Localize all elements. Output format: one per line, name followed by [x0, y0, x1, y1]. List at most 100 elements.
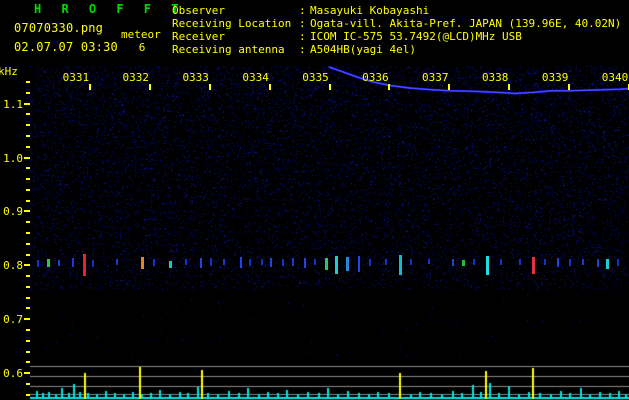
y-tick-minor — [26, 275, 30, 278]
metadata-separator: : — [299, 4, 306, 17]
observation-metadata: Observer: Masayuki Kobayashi Receiving Loc… — [172, 4, 621, 56]
x-tick-mark — [148, 84, 151, 90]
meteor-echo — [153, 258, 156, 266]
y-tick-minor — [26, 328, 30, 331]
y-tick-minor — [26, 339, 30, 342]
metadata-row: Receiving Location: Ogata-vill. Akita-Pre… — [172, 17, 621, 30]
metadata-value: Masayuki Kobayashi — [310, 4, 430, 17]
y-tick-minor — [26, 307, 30, 310]
meteor-echo — [557, 258, 560, 268]
meteor-echo — [37, 259, 40, 267]
meteor-echo — [115, 259, 118, 266]
meteor-echo — [518, 259, 521, 266]
metadata-key: Receiving antenna — [172, 43, 285, 56]
x-tick-mark — [268, 84, 271, 90]
y-axis: kHz 1.1 1.0 0.9 0.8 0.7 0.6 — [0, 66, 30, 400]
metadata-key: Observer — [172, 4, 225, 17]
y-tick-label: 0.8 — [3, 259, 23, 273]
x-tick-mark — [508, 84, 511, 90]
filename-label: 07070330.png — [14, 21, 104, 35]
y-tick-minor — [26, 253, 30, 256]
meteor-echo — [261, 259, 264, 266]
y-tick-minor — [26, 382, 30, 385]
meteor-echo — [239, 257, 242, 269]
meteor-echo — [82, 254, 86, 277]
y-tick-minor — [26, 91, 30, 94]
y-tick-label: 0.6 — [3, 367, 23, 381]
meteor-echo — [281, 258, 284, 266]
meteor-echo — [569, 258, 572, 266]
meteor-echo — [200, 257, 203, 268]
y-tick-major — [24, 156, 30, 159]
metadata-row: Receiver: ICOM IC-575 53.7492(@LCD)MHz US… — [172, 30, 621, 43]
meteor-echo — [499, 259, 502, 266]
x-tick-label: 0339 — [541, 71, 569, 84]
meteor-echo — [313, 258, 316, 265]
meteor-echo — [398, 255, 402, 276]
y-tick-minor — [26, 361, 30, 364]
x-tick-mark — [88, 84, 91, 90]
meteor-count-label: meteor — [121, 28, 161, 41]
x-tick-mark — [448, 84, 451, 90]
y-tick-minor — [26, 199, 30, 202]
meteor-echo — [57, 260, 60, 267]
meteor-echo — [369, 258, 372, 266]
metadata-key: Receiver — [172, 30, 225, 43]
meteor-echo — [168, 261, 172, 269]
y-tick-minor — [26, 145, 30, 148]
meteor-echo — [249, 258, 252, 266]
metadata-separator: : — [299, 43, 306, 56]
y-tick-label: 0.9 — [3, 205, 23, 219]
meteor-echo — [596, 258, 599, 267]
x-tick-mark — [568, 84, 571, 90]
amplitude-panel[interactable] — [30, 356, 629, 400]
y-tick-minor — [26, 393, 30, 396]
meteor-echo — [606, 258, 610, 269]
y-tick-minor — [26, 81, 30, 84]
y-tick-label: 1.0 — [3, 151, 23, 165]
y-tick-minor — [26, 242, 30, 245]
y-tick-minor — [26, 135, 30, 138]
y-axis-unit-label: kHz — [0, 65, 18, 78]
meteor-echo — [543, 259, 546, 266]
meteor-echo — [486, 255, 490, 275]
meteor-echo — [92, 259, 95, 267]
metadata-value: ICOM IC-575 53.7492(@LCD)MHz USB — [310, 30, 522, 43]
meteor-echo — [358, 256, 361, 273]
meteor-echo — [617, 258, 620, 266]
y-tick-minor — [26, 178, 30, 181]
y-tick-minor — [26, 113, 30, 116]
x-tick-label: 0336 — [362, 71, 389, 84]
meteor-echo — [582, 259, 585, 266]
metadata-separator: : — [299, 17, 306, 30]
spectrogram-panel: kHz 1.1 1.0 0.9 0.8 0.7 0.6 0331 0332 0333 0334 0… — [0, 66, 629, 400]
y-tick-minor — [26, 221, 30, 224]
header-panel: H R O F F T 07070330.png 02.07.07 03:30 … — [0, 0, 629, 66]
meteor-echo — [324, 257, 328, 270]
y-tick-major — [24, 102, 30, 105]
metadata-value: A504HB(yagi 4el) — [310, 43, 416, 56]
doppler-trace — [328, 66, 629, 95]
meteor-echo — [384, 259, 387, 266]
meteor-echo — [427, 259, 430, 265]
x-tick-label: 0331 — [62, 71, 90, 84]
x-tick-label: 0340 — [601, 71, 629, 84]
meteor-echo — [531, 256, 535, 274]
metadata-value: Ogata-vill. Akita-Pref. JAPAN (139.96E, … — [310, 17, 622, 30]
x-tick-label: 0333 — [182, 71, 209, 84]
metadata-row: Observer: Masayuki Kobayashi — [172, 4, 621, 17]
x-tick-mark — [208, 84, 211, 90]
spectrogram-image[interactable]: 0331 0332 0333 0334 0335 0336 0337 0338 0339 0340 — [30, 66, 629, 356]
meteor-echo — [269, 258, 272, 268]
x-tick-label: 0337 — [422, 71, 449, 84]
meteor-echo — [184, 258, 187, 265]
meteor-echo — [473, 259, 476, 266]
meteor-echo — [222, 259, 225, 266]
x-tick-mark — [388, 84, 391, 90]
metadata-row: Receiving antenna: A504HB(yagi 4el) — [172, 43, 621, 56]
x-tick-mark — [328, 84, 331, 90]
meteor-echo — [303, 257, 306, 268]
x-tick-label: 0338 — [481, 71, 509, 84]
datetime-label: 02.07.07 03:30 — [14, 40, 118, 54]
